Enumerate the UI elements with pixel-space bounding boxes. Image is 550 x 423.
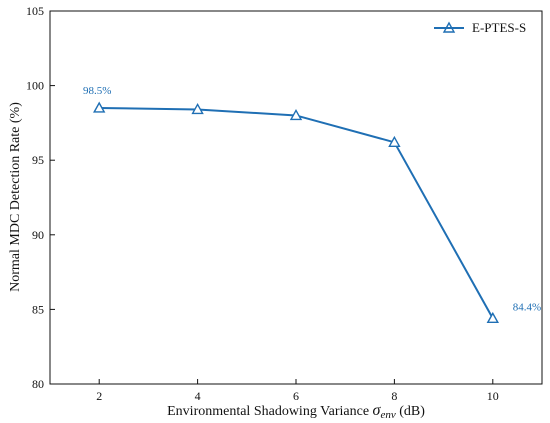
annotation-group: 98.5% 84.4% (83, 85, 541, 313)
x-axis-title-suffix: (dB) (396, 404, 426, 419)
x-axis-title-subscript: env (380, 409, 395, 421)
legend: E-PTES-S (434, 20, 526, 35)
legend-label-e-ptes-s: E-PTES-S (472, 20, 526, 35)
x-axis-title-symbol: σ (373, 402, 382, 419)
y-tick-label: 85 (32, 302, 44, 316)
data-point-marker (388, 135, 401, 147)
series-group (93, 101, 499, 324)
y-tick-label: 100 (26, 79, 44, 93)
legend-marker-e-ptes-s (442, 21, 456, 33)
y-axis-title: Normal MDC Detection Rate (%) (8, 102, 23, 292)
data-point-marker (191, 103, 204, 115)
data-point-marker (486, 311, 499, 324)
x-tick-label: 10 (487, 389, 499, 403)
data-label: 84.4% (513, 301, 541, 313)
tick-group: 2 4 6 8 10 80 85 90 95 100 105 (26, 4, 499, 403)
data-label: 98.5% (83, 85, 111, 97)
y-tick-label: 105 (26, 4, 44, 18)
y-tick-label: 90 (32, 228, 44, 242)
series-line-e-ptes-s (99, 106, 494, 319)
x-tick-label: 6 (293, 389, 299, 403)
y-tick-label: 80 (32, 377, 44, 391)
y-tick-label: 95 (32, 153, 44, 167)
data-point-marker (93, 101, 106, 113)
x-axis-title-prefix: Environmental Shadowing Variance (167, 404, 372, 419)
x-tick-label: 2 (96, 389, 102, 403)
plot-frame (49, 10, 543, 385)
x-tick-label: 8 (391, 389, 397, 403)
x-tick-label: 4 (195, 389, 201, 403)
data-point-marker (289, 108, 303, 121)
x-axis-title: Environmental Shadowing Variance σenv (d… (167, 402, 425, 421)
